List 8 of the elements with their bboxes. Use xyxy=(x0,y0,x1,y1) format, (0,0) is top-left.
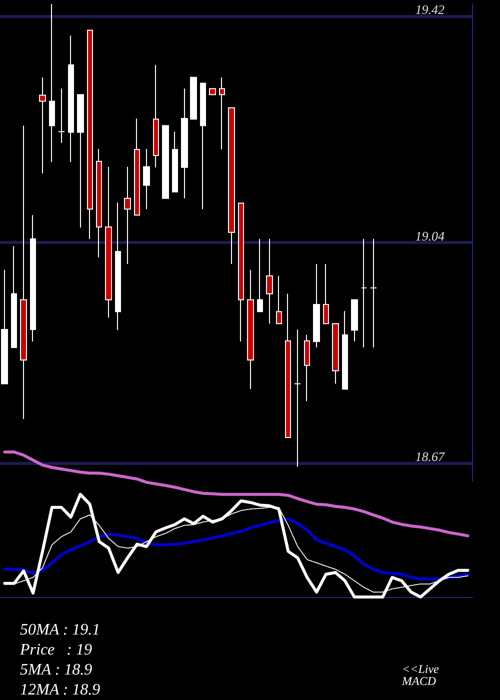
text: 12MA : 18.9 xyxy=(20,682,100,698)
text: Price : 19 xyxy=(19,642,92,658)
text: <<Live MACD xyxy=(401,662,442,688)
y-tick-label: 19.42 xyxy=(415,2,445,17)
text: 5MA : 18.9 xyxy=(20,662,92,678)
y-tick-label: 19.04 xyxy=(415,228,445,244)
text: 50MA : 19.1 xyxy=(20,622,100,638)
y-tick-label: 18.67 xyxy=(415,449,445,464)
